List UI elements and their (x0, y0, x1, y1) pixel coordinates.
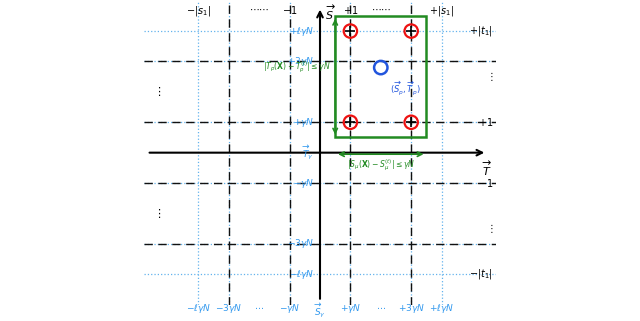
Text: $\overrightarrow{T}_{\gamma}$: $\overrightarrow{T}_{\gamma}$ (302, 143, 314, 162)
Text: $\cdots\cdots$: $\cdots\cdots$ (371, 4, 391, 14)
Text: $+3\gamma N$: $+3\gamma N$ (287, 55, 314, 68)
Text: $\overrightarrow{S}$: $\overrightarrow{S}$ (324, 4, 335, 22)
Text: $-\gamma N$: $-\gamma N$ (292, 177, 314, 190)
Text: $-|t_1|$: $-|t_1|$ (469, 267, 493, 281)
Text: $-\ell\gamma N$: $-\ell\gamma N$ (289, 268, 314, 281)
Text: $-3\gamma N$: $-3\gamma N$ (215, 302, 243, 315)
Text: $+\gamma N$: $+\gamma N$ (340, 302, 361, 315)
Text: $(\overrightarrow{S}_p, \overrightarrow{T}_p)$: $(\overrightarrow{S}_p, \overrightarrow{… (390, 80, 420, 97)
Text: $\overrightarrow{T}$: $\overrightarrow{T}$ (481, 160, 492, 178)
Text: $|T_p(\mathbf{X}) - T_p^{(t)}| \leq \gamma N$: $|T_p(\mathbf{X}) - T_p^{(t)}| \leq \gam… (263, 60, 331, 75)
Text: $+3\gamma N$: $+3\gamma N$ (397, 302, 425, 315)
Text: $|S_\mu(\mathbf{X}) - S_\mu^{(t)}| \leq \gamma N$: $|S_\mu(\mathbf{X}) - S_\mu^{(t)}| \leq … (347, 157, 415, 173)
Text: $-\gamma N$: $-\gamma N$ (279, 302, 300, 315)
Text: $-1$: $-1$ (478, 177, 493, 189)
Text: $\vdots$: $\vdots$ (486, 70, 493, 83)
Text: $\vdots$: $\vdots$ (153, 85, 161, 98)
Text: $-\ell\gamma N$: $-\ell\gamma N$ (186, 302, 211, 315)
Text: $+|s_1|$: $+|s_1|$ (429, 4, 454, 18)
Text: $+\ell\gamma N$: $+\ell\gamma N$ (429, 302, 454, 315)
Text: $-3\gamma N$: $-3\gamma N$ (287, 237, 314, 250)
Text: $-|s_1|$: $-|s_1|$ (186, 4, 211, 18)
Text: $+1$: $+1$ (478, 116, 493, 128)
Text: $+1$: $+1$ (342, 4, 358, 16)
Text: $+\gamma N$: $+\gamma N$ (292, 116, 314, 129)
Text: $\vdots$: $\vdots$ (486, 222, 493, 235)
Text: $+|t_1|$: $+|t_1|$ (469, 24, 493, 38)
Bar (335, 16, 426, 137)
Text: $+\ell\gamma N$: $+\ell\gamma N$ (289, 25, 314, 38)
Text: $-1$: $-1$ (282, 4, 298, 16)
Text: $\cdots$: $\cdots$ (376, 302, 386, 311)
Text: $\cdots\cdots$: $\cdots\cdots$ (249, 4, 269, 14)
Text: $\vdots$: $\vdots$ (153, 207, 161, 220)
Text: $\overrightarrow{S}_{\gamma}$: $\overrightarrow{S}_{\gamma}$ (314, 302, 326, 320)
Text: $\cdots$: $\cdots$ (254, 302, 264, 311)
